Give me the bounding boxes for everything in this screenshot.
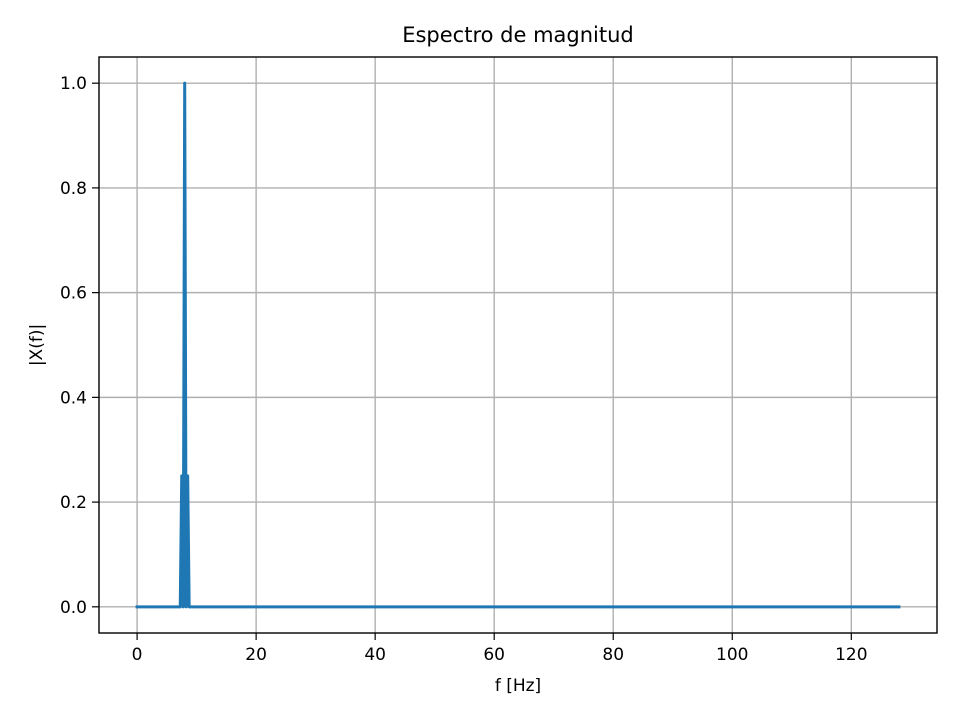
x-tick-label: 40 <box>364 645 386 665</box>
x-tick-label: 120 <box>835 645 867 665</box>
chart-title: Espectro de magnitud <box>402 23 634 47</box>
x-tick-label: 20 <box>245 645 267 665</box>
x-tick-label: 60 <box>483 645 505 665</box>
y-tick-label: 0.6 <box>60 284 87 304</box>
y-tick-label: 0.0 <box>60 598 87 618</box>
x-tick-label: 0 <box>132 645 143 665</box>
y-tick-label: 1.0 <box>60 74 87 94</box>
y-tick-label: 0.4 <box>60 388 87 408</box>
axes-frame <box>98 56 938 634</box>
y-tick-label: 0.8 <box>60 179 87 199</box>
x-tick-label: 100 <box>716 645 748 665</box>
x-tick-label: 80 <box>602 645 624 665</box>
x-axis-ticks: 0 20 40 60 80 100 120 <box>132 633 868 665</box>
spectrum-series-line <box>135 81 901 609</box>
y-axis-label: |X(f)| <box>27 324 47 366</box>
plot-area <box>99 57 937 633</box>
y-axis-ticks: 0.0 0.2 0.4 0.6 0.8 1.0 <box>60 74 99 618</box>
data-layer <box>135 81 901 609</box>
x-axis-label: f [Hz] <box>495 676 541 696</box>
y-tick-label: 0.2 <box>60 493 87 513</box>
